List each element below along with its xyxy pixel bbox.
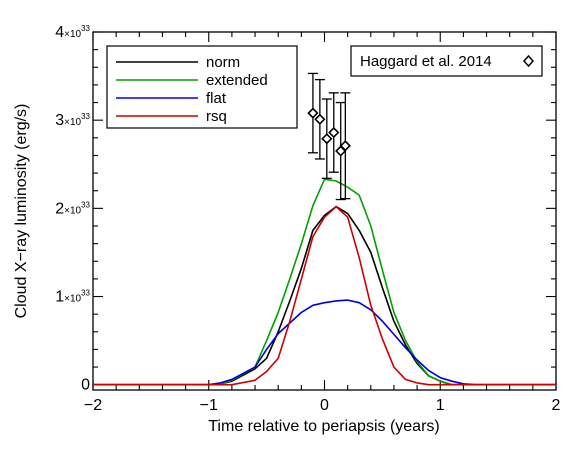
legend-label-extended: extended: [206, 72, 268, 89]
series-lines: [93, 178, 556, 386]
x-tick-label: −2: [84, 397, 102, 414]
x-axis-title: Time relative to periapsis (years): [208, 418, 439, 435]
series-line-rsq: [93, 205, 556, 386]
series-line-extended: [93, 178, 556, 386]
x-tick-label: −1: [200, 397, 218, 414]
y-tick-label: 3×1033: [55, 112, 90, 129]
annotation-box: [350, 45, 543, 77]
x-tick-label: 1: [436, 397, 445, 414]
observation-diamond-0: [307, 107, 319, 119]
x-tick-label: 0: [320, 397, 329, 414]
y-tick-label: 2×1033: [55, 200, 90, 217]
annotation-label: Haggard et al. 2014: [360, 53, 492, 70]
y-tick-label: 0: [81, 377, 90, 394]
series-line-flat: [93, 299, 556, 386]
legend-label-rsq: rsq: [206, 108, 227, 125]
observation-points: [307, 72, 351, 201]
legend-label-flat: flat: [206, 90, 227, 107]
series-line-norm: [93, 205, 556, 386]
axis-ticks: [92, 31, 557, 390]
y-axis-title: Cloud X−ray luminosity (erg/s): [13, 104, 30, 319]
annotation-diamond-icon: [522, 54, 535, 68]
observation-diamond-5: [339, 140, 351, 152]
legend-label-norm: norm: [206, 54, 240, 71]
y-tick-label: 1×1033: [55, 289, 90, 306]
legend-box: [106, 45, 298, 129]
observation-diamond-3: [328, 126, 340, 139]
y-tick-label: 4×1033: [55, 24, 90, 41]
annotation: Haggard et al. 2014: [350, 45, 543, 77]
y-tick-labels: 0 1×1033 2×1033 3×1033 4×1033: [55, 24, 90, 394]
x-tick-label: 2: [552, 397, 561, 414]
x-tick-labels: −2 −1 0 1 2: [84, 397, 561, 414]
observation-diamond-1: [314, 113, 326, 125]
observation-diamond-2: [321, 133, 333, 145]
